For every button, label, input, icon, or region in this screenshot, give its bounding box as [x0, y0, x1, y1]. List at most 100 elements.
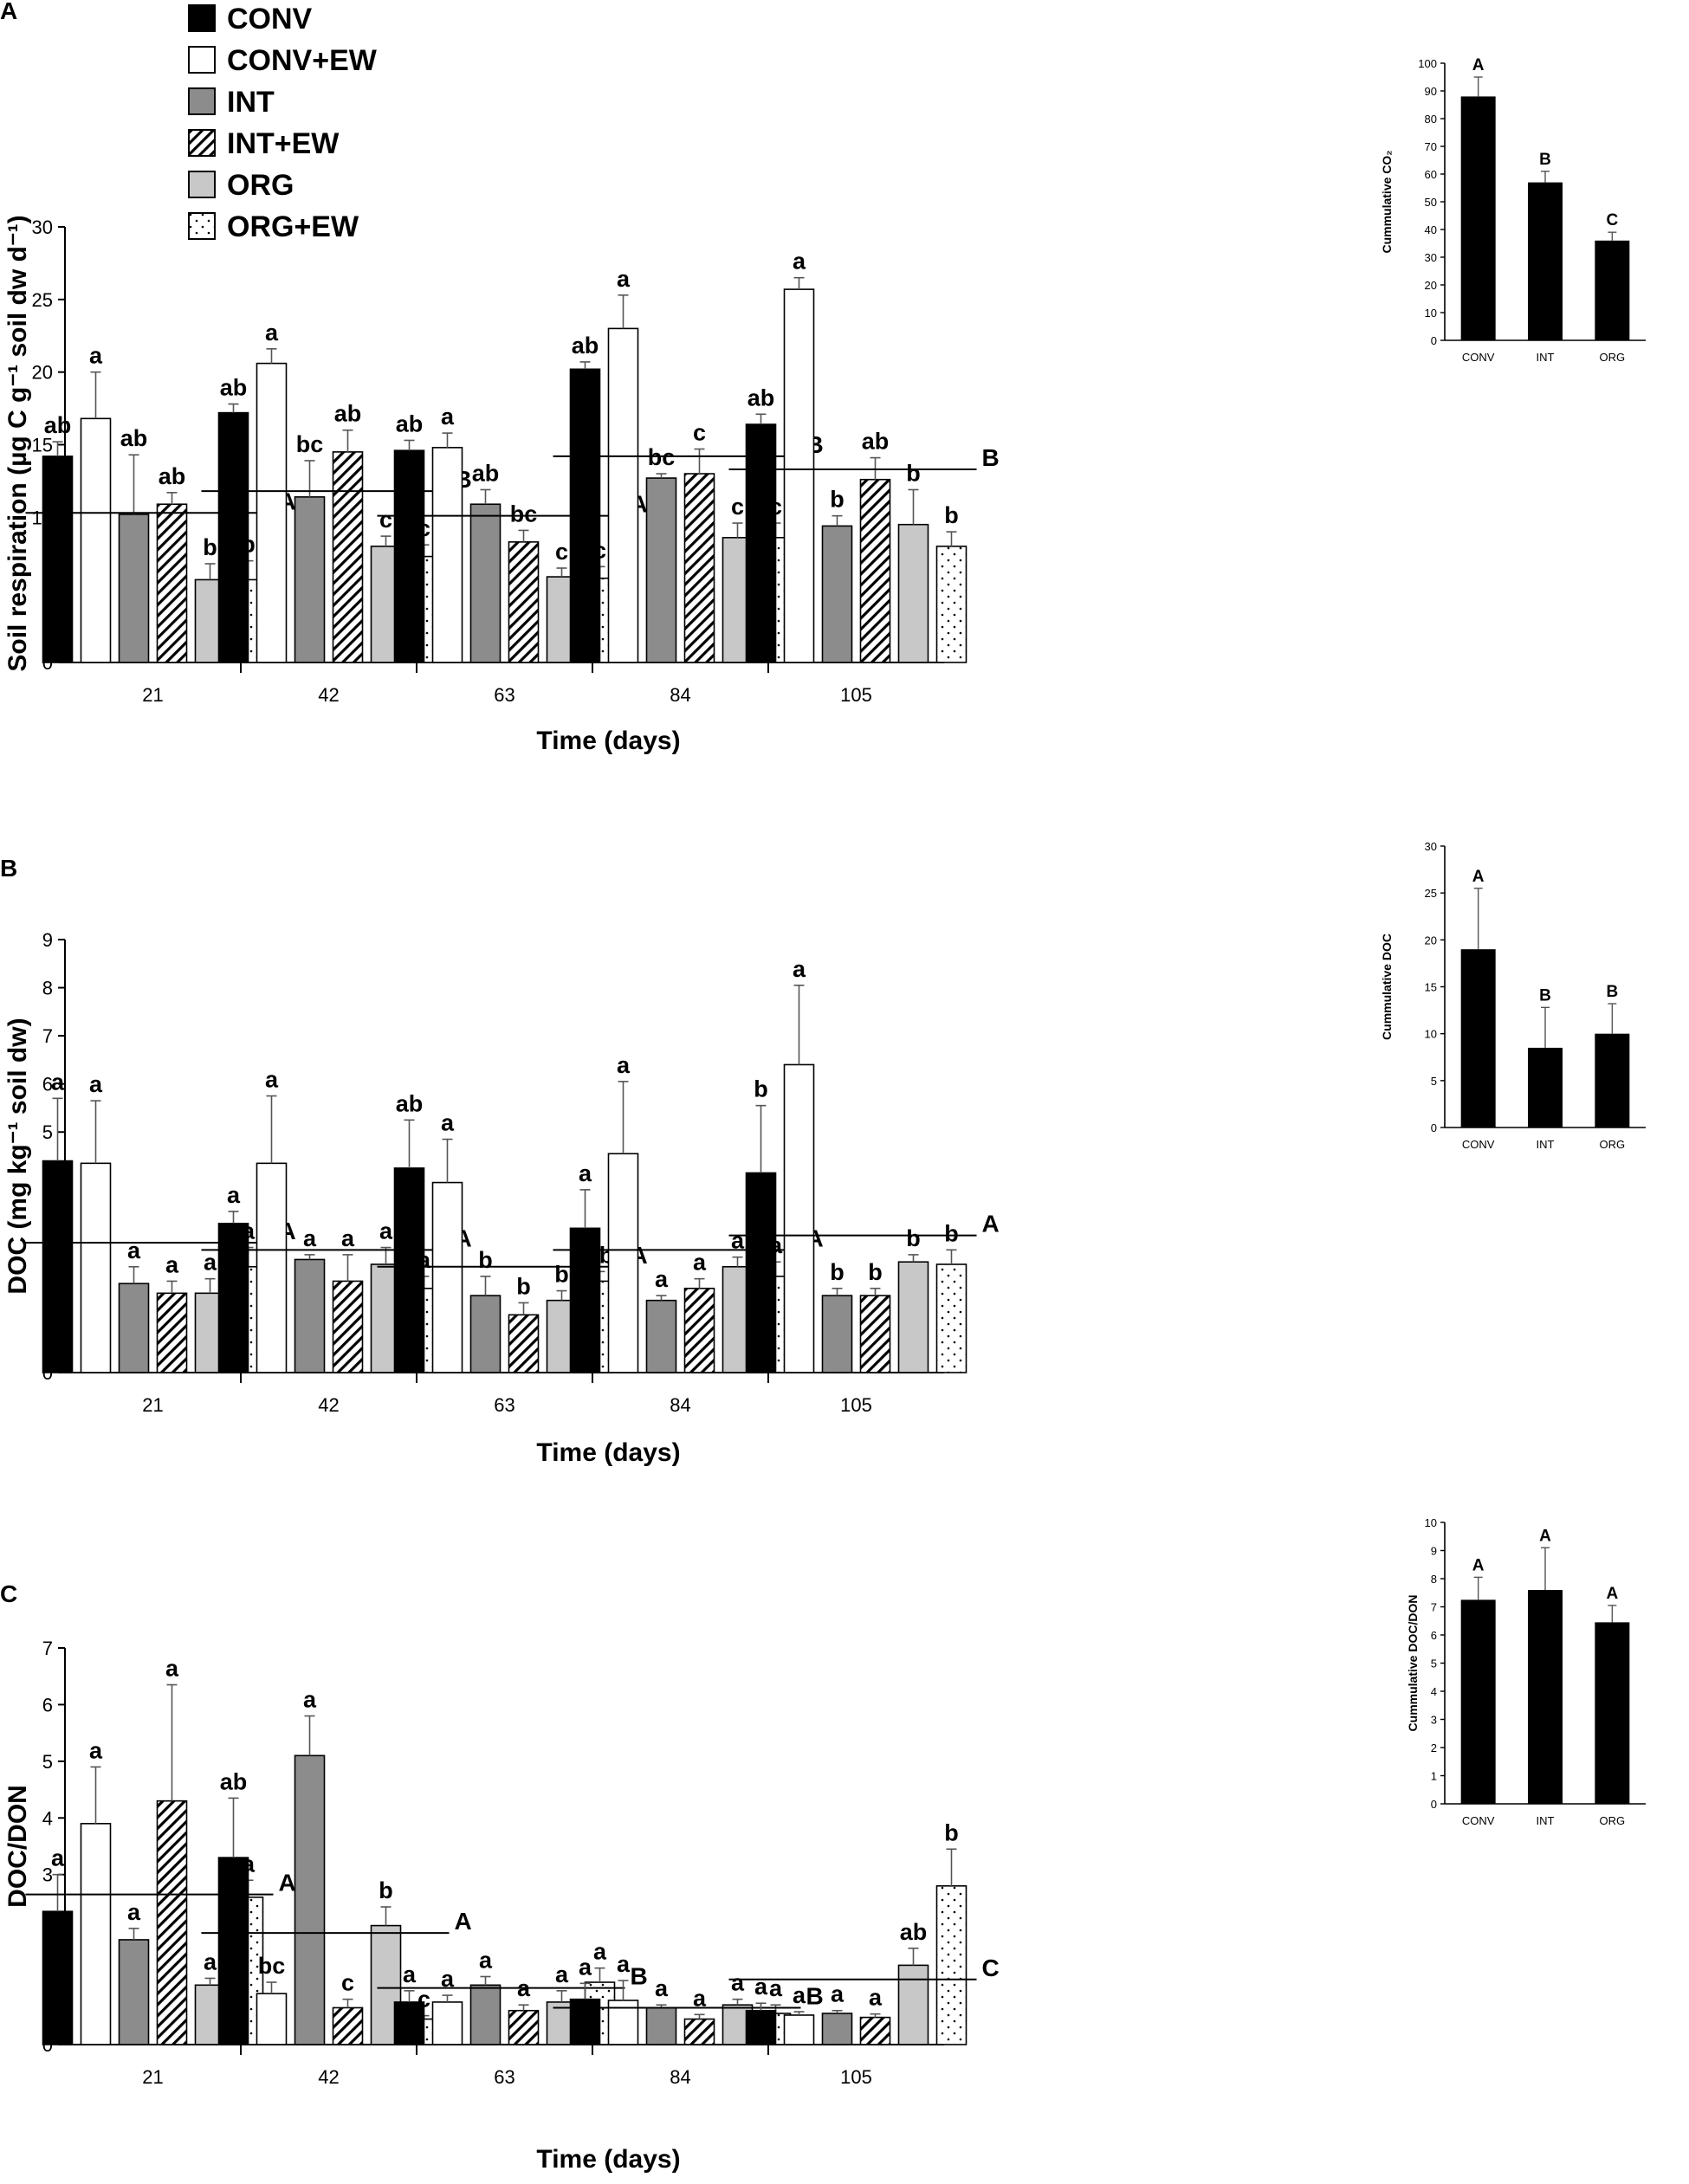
bar-conv-plus-ew [431, 1181, 463, 1373]
panel-a: A051015202530Soil respiration (µg C g⁻¹ … [0, 0, 1646, 755]
significance-letter: b [554, 1262, 569, 1288]
inset-y-tick-label: 0 [1431, 1798, 1437, 1811]
significance-letter: a [617, 1951, 631, 1977]
significance-letter: a [89, 343, 103, 369]
bar-conv [217, 411, 249, 663]
legend-swatch-conv [188, 4, 216, 32]
legend-label: ORG+EW [227, 210, 359, 243]
bar-int-plus-ew [332, 1280, 364, 1373]
significance-letter: a [303, 1687, 317, 1713]
inset-y-tick-label: 7 [1431, 1601, 1437, 1614]
inset-y-tick-label: 5 [1431, 1657, 1437, 1670]
significance-letter: a [165, 1656, 179, 1682]
significance-letter: a [341, 1225, 355, 1251]
x-tick-label: 21 [142, 684, 163, 706]
panel-letter: A [0, 0, 17, 24]
bar-conv-plus-ew [80, 1823, 112, 2045]
x-tick-label: 42 [318, 1394, 339, 1416]
significance-letter: a [227, 1182, 241, 1208]
significance-letter: c [693, 420, 706, 446]
x-tick-label: 84 [670, 684, 690, 706]
group-day-84: aaaaaaA [553, 1052, 824, 1373]
x-tick-label: 105 [840, 684, 872, 706]
bar-int-plus-ew [683, 473, 715, 663]
group-day-21: abaababbbA [25, 343, 296, 663]
significance-letter: ab [220, 1768, 248, 1794]
inset-y-tick-label: 0 [1431, 334, 1437, 347]
inset-significance-letter: A [1472, 1556, 1485, 1574]
bar-conv-plus-ew [80, 417, 112, 663]
legend-swatch-int-plus-ew [188, 129, 216, 157]
x-tick-label: 105 [840, 1394, 872, 1416]
group-day-105: bab bb b A [728, 956, 1000, 1373]
bar-org-plus-ew [935, 546, 967, 663]
y-tick-label: 7 [42, 1025, 53, 1047]
bar-int-plus-ew [332, 2006, 364, 2045]
panel-letter: B [0, 855, 17, 882]
significance-letter: b [379, 1877, 393, 1903]
bar-conv [569, 368, 601, 663]
bar-int-plus-ew [859, 2016, 891, 2045]
inset-y-tick-label: 50 [1425, 196, 1437, 209]
bar-conv-plus-ew [256, 1993, 288, 2045]
bar-conv [569, 1998, 601, 2045]
bar-int-plus-ew [508, 1314, 540, 1373]
mean-letter: B [631, 1963, 648, 1990]
legend-item-org-plus-ew: ORG+EW [188, 210, 359, 243]
group-day-42: ababcabccB [201, 320, 472, 663]
legend-label: CONV+EW [227, 44, 378, 77]
bar-int [645, 477, 677, 663]
significance-letter: a [655, 1975, 669, 2001]
bar-conv-plus-ew [256, 362, 288, 663]
significance-letter: b [830, 487, 844, 513]
significance-letter: c [731, 494, 744, 520]
mean-letter: A [455, 1908, 472, 1935]
inset-bar-conv [1460, 1599, 1496, 1804]
inset-bar-int [1528, 182, 1563, 340]
inset-y-tick-label: 80 [1425, 113, 1437, 126]
bar-int [645, 2006, 677, 2045]
significance-letter: a [441, 1110, 455, 1136]
inset-significance-letter: A [1539, 1527, 1551, 1545]
inset-y-tick-label: 15 [1425, 981, 1437, 994]
inset-y-tick-label: 10 [1425, 307, 1437, 320]
significance-letter: c [341, 1970, 354, 1996]
inset-y-tick-label: 3 [1431, 1714, 1437, 1727]
bar-int-plus-ew [156, 503, 188, 663]
bar-int [469, 1295, 502, 1373]
panel-letter: C [0, 1580, 17, 1607]
inset-x-tick-label: CONV [1462, 351, 1495, 364]
bar-conv-plus-ew [607, 327, 639, 663]
inset-x-tick-label: INT [1537, 1138, 1555, 1151]
significance-letter: ab [159, 463, 186, 489]
bar-int-plus-ew [156, 1800, 188, 2045]
y-tick-label: 5 [42, 1121, 53, 1143]
significance-letter: a [593, 1939, 607, 1965]
y-tick-label: 30 [32, 216, 53, 238]
significance-letter: a [555, 1961, 569, 1987]
bar-conv-plus-ew [256, 1162, 288, 1373]
legend-item-org: ORG [188, 169, 294, 202]
inset-y-tick-label: 5 [1431, 1075, 1437, 1088]
significance-letter: bc [648, 444, 676, 470]
inset-y-tick-label: 4 [1431, 1685, 1437, 1698]
inset-y-tick-label: 90 [1425, 85, 1437, 98]
inset-y-axis-label: Cummulative DOC/DON [1406, 1595, 1420, 1732]
bar-int [294, 496, 326, 663]
inset-significance-letter: A [1472, 868, 1485, 886]
significance-letter: b [868, 1259, 883, 1285]
inset-y-tick-label: 9 [1431, 1545, 1437, 1558]
inset-y-tick-label: 30 [1425, 840, 1437, 853]
bar-int-plus-ew [156, 1292, 188, 1373]
bar-conv [393, 2001, 425, 2045]
inset-x-tick-label: ORG [1600, 351, 1626, 364]
inset-bar-org [1595, 240, 1630, 340]
bar-conv-plus-ew [80, 1162, 112, 1373]
significance-letter: a [617, 1052, 631, 1078]
y-tick-label: 6 [42, 1694, 53, 1716]
mean-letter: A [279, 1870, 296, 1896]
x-axis-label: Time (days) [536, 727, 680, 755]
legend: CONV CONV+EW INT INT+EW ORG ORG+EW [188, 3, 378, 243]
significance-letter: a [441, 1966, 455, 1992]
significance-letter: a [403, 1961, 417, 1987]
